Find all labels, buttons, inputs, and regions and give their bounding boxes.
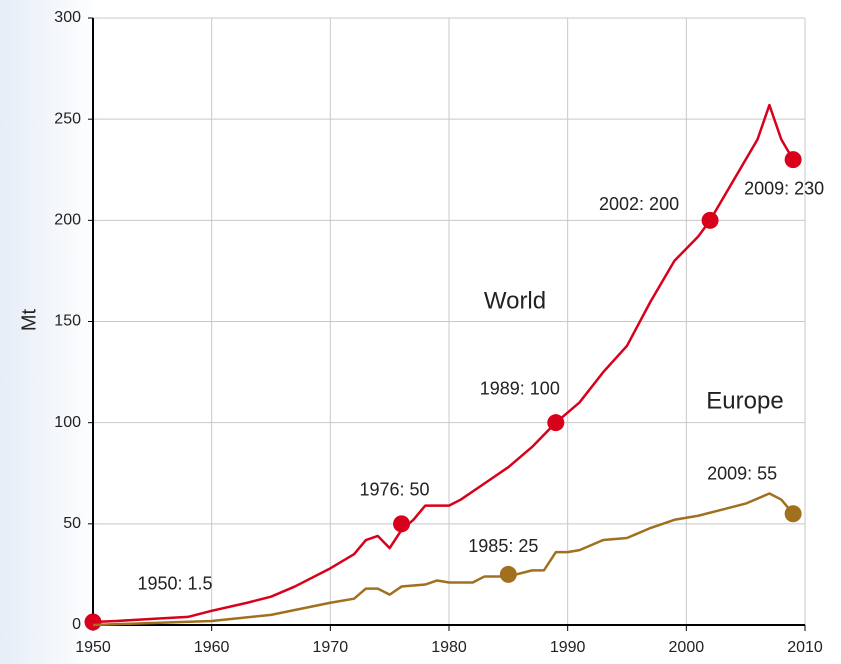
y-tick-label: 300	[54, 9, 81, 26]
data-marker	[784, 505, 802, 523]
y-axis-label: Mt	[18, 308, 40, 331]
annotation: 1985: 25	[468, 536, 538, 556]
data-marker	[499, 565, 517, 583]
annotation: 1976: 50	[359, 480, 429, 500]
data-marker	[784, 151, 802, 169]
y-tick-label: 0	[72, 616, 81, 633]
data-marker	[393, 515, 411, 533]
x-tick-label: 1980	[431, 639, 467, 656]
series-label: Europe	[706, 387, 783, 414]
annotation: 2009: 55	[707, 463, 777, 483]
x-tick-label: 1990	[550, 639, 586, 656]
x-tick-label: 1970	[313, 639, 349, 656]
x-tick-label: 1960	[194, 639, 230, 656]
y-tick-label: 100	[54, 414, 81, 431]
y-tick-label: 150	[54, 313, 81, 330]
series-label: World	[484, 287, 546, 314]
annotation: 2009: 230	[744, 178, 824, 198]
series-line	[92, 103, 795, 624]
x-tick-label: 2000	[669, 639, 705, 656]
data-marker	[547, 414, 565, 432]
annotation: 1989: 100	[480, 378, 560, 398]
y-tick-label: 200	[54, 212, 81, 229]
data-marker	[701, 211, 719, 229]
x-tick-label: 2010	[787, 639, 823, 656]
annotation: 1950: 1.5	[137, 574, 212, 594]
y-tick-label: 50	[63, 515, 81, 532]
y-tick-label: 250	[54, 110, 81, 127]
x-tick-label: 1950	[75, 639, 111, 656]
annotation: 2002: 200	[599, 194, 679, 214]
data-marker	[84, 613, 102, 631]
